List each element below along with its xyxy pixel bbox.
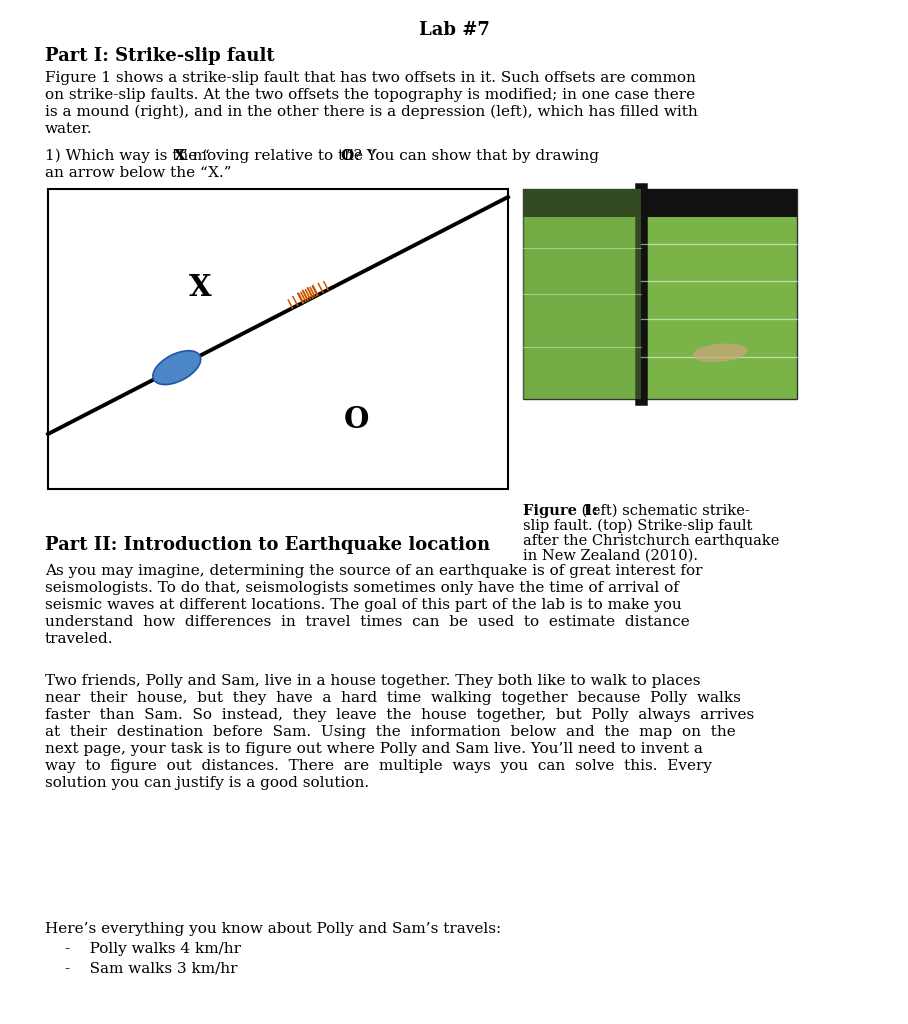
Text: in New Zealand (2010).: in New Zealand (2010). xyxy=(523,549,698,563)
Text: after the Christchurch earthquake: after the Christchurch earthquake xyxy=(523,534,779,548)
Text: faster  than  Sam.  So  instead,  they  leave  the  house  together,  but  Polly: faster than Sam. So instead, they leave … xyxy=(45,708,755,722)
Ellipse shape xyxy=(153,351,201,385)
Text: slip fault. (top) Strike-slip fault: slip fault. (top) Strike-slip fault xyxy=(523,519,753,534)
Text: O: O xyxy=(340,150,353,163)
Text: water.: water. xyxy=(45,122,93,136)
Text: X: X xyxy=(174,150,186,163)
Text: Part II: Introduction to Earthquake location: Part II: Introduction to Earthquake loca… xyxy=(45,536,490,554)
Text: As you may imagine, determining the source of an earthquake is of great interest: As you may imagine, determining the sour… xyxy=(45,564,703,578)
Text: near  their  house,  but  they  have  a  hard  time  walking  together  because : near their house, but they have a hard t… xyxy=(45,691,741,705)
Text: next page, your task is to figure out where Polly and Sam live. You’ll need to i: next page, your task is to figure out wh… xyxy=(45,742,703,756)
Text: Figure 1 shows a strike-slip fault that has two offsets in it. Such offsets are : Figure 1 shows a strike-slip fault that … xyxy=(45,71,696,85)
Text: solution you can justify is a good solution.: solution you can justify is a good solut… xyxy=(45,776,370,790)
Text: seismic waves at different locations. The goal of this part of the lab is to mak: seismic waves at different locations. Th… xyxy=(45,598,682,612)
Text: an arrow below the “X.”: an arrow below the “X.” xyxy=(45,166,232,180)
Bar xyxy=(523,189,797,217)
Text: -    Sam walks 3 km/hr: - Sam walks 3 km/hr xyxy=(65,962,238,976)
Text: Two friends, Polly and Sam, live in a house together. They both like to walk to : Two friends, Polly and Sam, live in a ho… xyxy=(45,674,700,688)
Ellipse shape xyxy=(693,343,747,362)
Text: understand  how  differences  in  travel  times  can  be  used  to  estimate  di: understand how differences in travel tim… xyxy=(45,615,690,629)
Bar xyxy=(48,189,508,489)
Text: 1) Which way is the “: 1) Which way is the “ xyxy=(45,150,210,164)
Text: O: O xyxy=(343,406,369,434)
Text: seismologists. To do that, seismologists sometimes only have the time of arrival: seismologists. To do that, seismologists… xyxy=(45,581,679,595)
Text: ”? You can show that by drawing: ”? You can show that by drawing xyxy=(346,150,599,163)
Bar xyxy=(523,189,797,399)
Text: Figure 1:: Figure 1: xyxy=(523,504,597,518)
Bar xyxy=(523,189,641,399)
Text: X: X xyxy=(189,273,212,302)
Text: on strike-slip faults. At the two offsets the topography is modified; in one cas: on strike-slip faults. At the two offset… xyxy=(45,88,696,102)
Text: traveled.: traveled. xyxy=(45,632,114,646)
Text: Lab #7: Lab #7 xyxy=(419,22,489,39)
Text: Here’s everything you know about Polly and Sam’s travels:: Here’s everything you know about Polly a… xyxy=(45,922,501,936)
Text: -    Polly walks 4 km/hr: - Polly walks 4 km/hr xyxy=(65,942,241,956)
Text: Part I: Strike-slip fault: Part I: Strike-slip fault xyxy=(45,47,274,65)
Text: (left) schematic strike-: (left) schematic strike- xyxy=(577,504,750,518)
Text: is a mound (right), and in the other there is a depression (left), which has fil: is a mound (right), and in the other the… xyxy=(45,105,697,120)
Text: way  to  figure  out  distances.  There  are  multiple  ways  you  can  solve  t: way to figure out distances. There are m… xyxy=(45,759,712,773)
Text: at  their  destination  before  Sam.  Using  the  information  below  and  the  : at their destination before Sam. Using t… xyxy=(45,725,735,739)
Text: ” moving relative to the “: ” moving relative to the “ xyxy=(181,150,376,163)
